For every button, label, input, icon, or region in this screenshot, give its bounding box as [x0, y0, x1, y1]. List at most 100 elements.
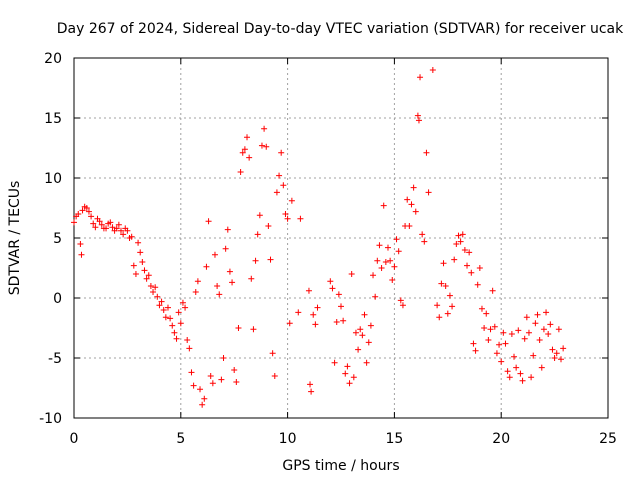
- data-point: [207, 373, 214, 379]
- data-point: [425, 189, 432, 196]
- data-point: [109, 224, 116, 231]
- data-point: [79, 207, 86, 214]
- data-point: [231, 367, 238, 373]
- data-point: [222, 245, 229, 252]
- data-point: [128, 233, 135, 240]
- data-point: [103, 225, 110, 232]
- data-point: [374, 257, 381, 264]
- data-point: [239, 149, 246, 156]
- data-point: [235, 325, 242, 331]
- data-point: [305, 287, 312, 294]
- data-point: [297, 215, 304, 222]
- data-point: [547, 321, 554, 328]
- data-point: [521, 335, 528, 342]
- data-point: [553, 350, 560, 357]
- data-point: [224, 226, 231, 233]
- data-point: [335, 291, 342, 298]
- data-point: [141, 267, 148, 274]
- data-point: [179, 299, 186, 306]
- data-point: [338, 303, 344, 310]
- data-point: [350, 374, 357, 381]
- y-axis-label: SDTVAR / TECUs: [7, 181, 23, 296]
- data-point: [333, 319, 340, 325]
- data-point: [464, 262, 471, 269]
- data-point: [468, 269, 475, 276]
- data-point: [365, 339, 372, 346]
- data-point: [399, 302, 406, 309]
- data-point: [560, 345, 567, 352]
- y-tick-label: -10: [39, 411, 62, 427]
- data-point: [190, 382, 197, 389]
- data-point: [395, 248, 402, 255]
- data-point: [513, 364, 520, 371]
- data-point: [357, 326, 364, 333]
- data-point: [500, 329, 507, 336]
- y-tick-label: 5: [53, 231, 62, 247]
- data-point: [162, 314, 169, 321]
- data-point: [226, 268, 233, 275]
- data-point: [346, 380, 353, 387]
- data-point: [278, 149, 285, 156]
- data-point: [461, 247, 468, 253]
- data-point: [205, 218, 212, 225]
- data-point: [147, 283, 154, 289]
- data-point: [515, 327, 522, 334]
- data-point: [352, 329, 359, 336]
- x-tick-labels: 0 5 10 15 20 25: [70, 431, 617, 447]
- data-point: [530, 352, 537, 359]
- data-point: [261, 125, 268, 132]
- data-point: [308, 388, 315, 395]
- data-point: [192, 289, 199, 295]
- data-point: [252, 257, 259, 264]
- y-tick-labels: -10 -5 0 5 10 15 20: [39, 51, 62, 427]
- data-point: [496, 341, 503, 348]
- x-tick-label: 25: [599, 431, 617, 447]
- data-point: [551, 355, 558, 361]
- data-point: [449, 303, 456, 310]
- data-point: [98, 221, 105, 228]
- data-point: [545, 331, 552, 337]
- data-point: [393, 236, 400, 243]
- data-point: [312, 321, 319, 328]
- data-point: [348, 271, 355, 277]
- data-point: [555, 326, 562, 333]
- data-point: [135, 239, 142, 246]
- data-point: [438, 280, 445, 287]
- data-point: [150, 289, 157, 295]
- data-point: [167, 315, 174, 322]
- data-point: [344, 363, 351, 370]
- data-point: [186, 345, 193, 352]
- data-point: [359, 332, 366, 339]
- data-point: [363, 359, 370, 366]
- data-point: [171, 329, 178, 336]
- data-point: [175, 309, 182, 316]
- data-point: [288, 197, 295, 204]
- data-point: [440, 260, 447, 267]
- data-point: [404, 196, 411, 203]
- data-point: [282, 211, 289, 217]
- data-point: [188, 369, 195, 376]
- data-point: [453, 241, 460, 247]
- data-point: [209, 380, 216, 387]
- data-point: [342, 370, 349, 377]
- data-point: [543, 309, 550, 316]
- y-tick-label: 0: [53, 291, 62, 307]
- data-point: [419, 231, 426, 238]
- data-point: [478, 305, 485, 312]
- data-point: [310, 311, 317, 318]
- data-point: [487, 326, 494, 333]
- data-point: [177, 320, 184, 327]
- data-point: [197, 386, 204, 393]
- data-point: [483, 310, 490, 317]
- data-point: [169, 322, 176, 329]
- data-point: [498, 358, 505, 365]
- data-point: [536, 337, 543, 343]
- data-point: [406, 223, 413, 229]
- data-point: [280, 182, 287, 189]
- data-point: [382, 259, 389, 265]
- y-tick-label: 20: [44, 51, 62, 67]
- data-point: [265, 223, 272, 229]
- data-point: [145, 272, 152, 279]
